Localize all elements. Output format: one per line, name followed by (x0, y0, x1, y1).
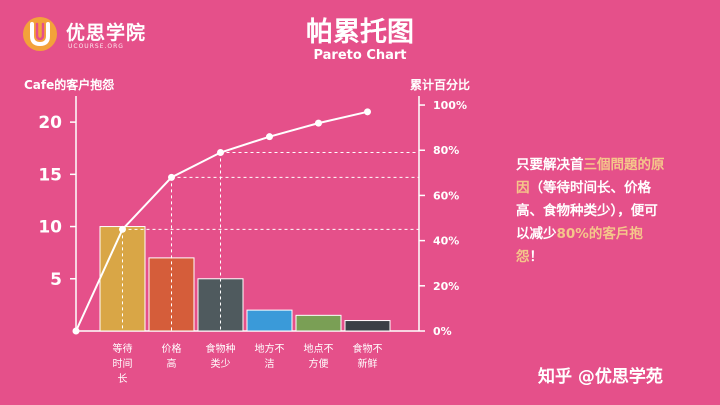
chart-title: 帕累托图 (306, 17, 414, 48)
x-tick-label: 等待 (113, 342, 133, 355)
x-tick-label: 时间 (113, 357, 133, 370)
cumulative-point (72, 327, 80, 335)
y2-tick-label: 80% (433, 144, 459, 157)
x-tick-label: 食物不 (353, 342, 383, 355)
cumulative-point (266, 133, 273, 141)
y-axis-label: Cafe的客户抱怨 (24, 78, 115, 92)
y-tick-label: 15 (38, 165, 62, 185)
note-text-1: 只要解决首 (516, 157, 584, 173)
x-tick-label: 新鲜 (358, 357, 378, 370)
x-tick-label: 洁 (265, 357, 275, 370)
x-tick-label: 地方不 (255, 342, 285, 355)
y-tick-label: 5 (50, 270, 62, 290)
x-tick-label: 方便 (309, 357, 329, 370)
y2-tick-label: 0% (433, 325, 452, 338)
annotation-note: 只要解决首三個問題的原因（等待时间长、价格高、食物种类少），便可以减少80%的客… (516, 154, 666, 269)
logo-icon (23, 17, 57, 51)
logo: 优思学院 UCOURSE.ORG (22, 14, 172, 58)
x-tick-label: 地点不 (304, 342, 334, 355)
note-text-3: ！ (529, 249, 544, 265)
logo-subtext: UCOURSE.ORG (68, 43, 124, 50)
cumulative-point (119, 225, 126, 233)
watermark: 知乎 @优思学苑 (538, 367, 663, 387)
chart-subtitle: Pareto Chart (313, 48, 407, 63)
bar (344, 320, 391, 332)
note-highlight-1: 三個問題的原因 (516, 157, 665, 196)
bar (295, 314, 342, 332)
cumulative-point (315, 119, 322, 127)
y2-axis-label: 累计百分比 (410, 78, 471, 92)
x-tick-label: 高 (167, 357, 177, 370)
x-tick-label: 长 (118, 373, 128, 385)
note-highlight-2: 80%的客戶抱怨 (516, 226, 643, 265)
x-tick-label: 价格 (162, 342, 182, 355)
y2-tick-label: 100% (433, 99, 467, 112)
y2-tick-label: 20% (433, 280, 459, 293)
y-tick-label: 10 (38, 218, 62, 238)
cumulative-point (364, 108, 371, 116)
y-tick-label: 20 (38, 113, 62, 133)
x-tick-label: 类少 (211, 357, 231, 370)
x-tick-label: 食物种 (206, 342, 236, 355)
cumulative-point (217, 148, 224, 156)
y2-tick-label: 40% (433, 235, 459, 248)
y2-tick-label: 60% (433, 189, 459, 202)
note-text-2: （等待时间长、价格高、食物种类少），便可以减少 (516, 180, 658, 242)
bar (246, 309, 293, 332)
cumulative-point (168, 173, 175, 181)
logo-text: 优思学院 (66, 22, 147, 44)
